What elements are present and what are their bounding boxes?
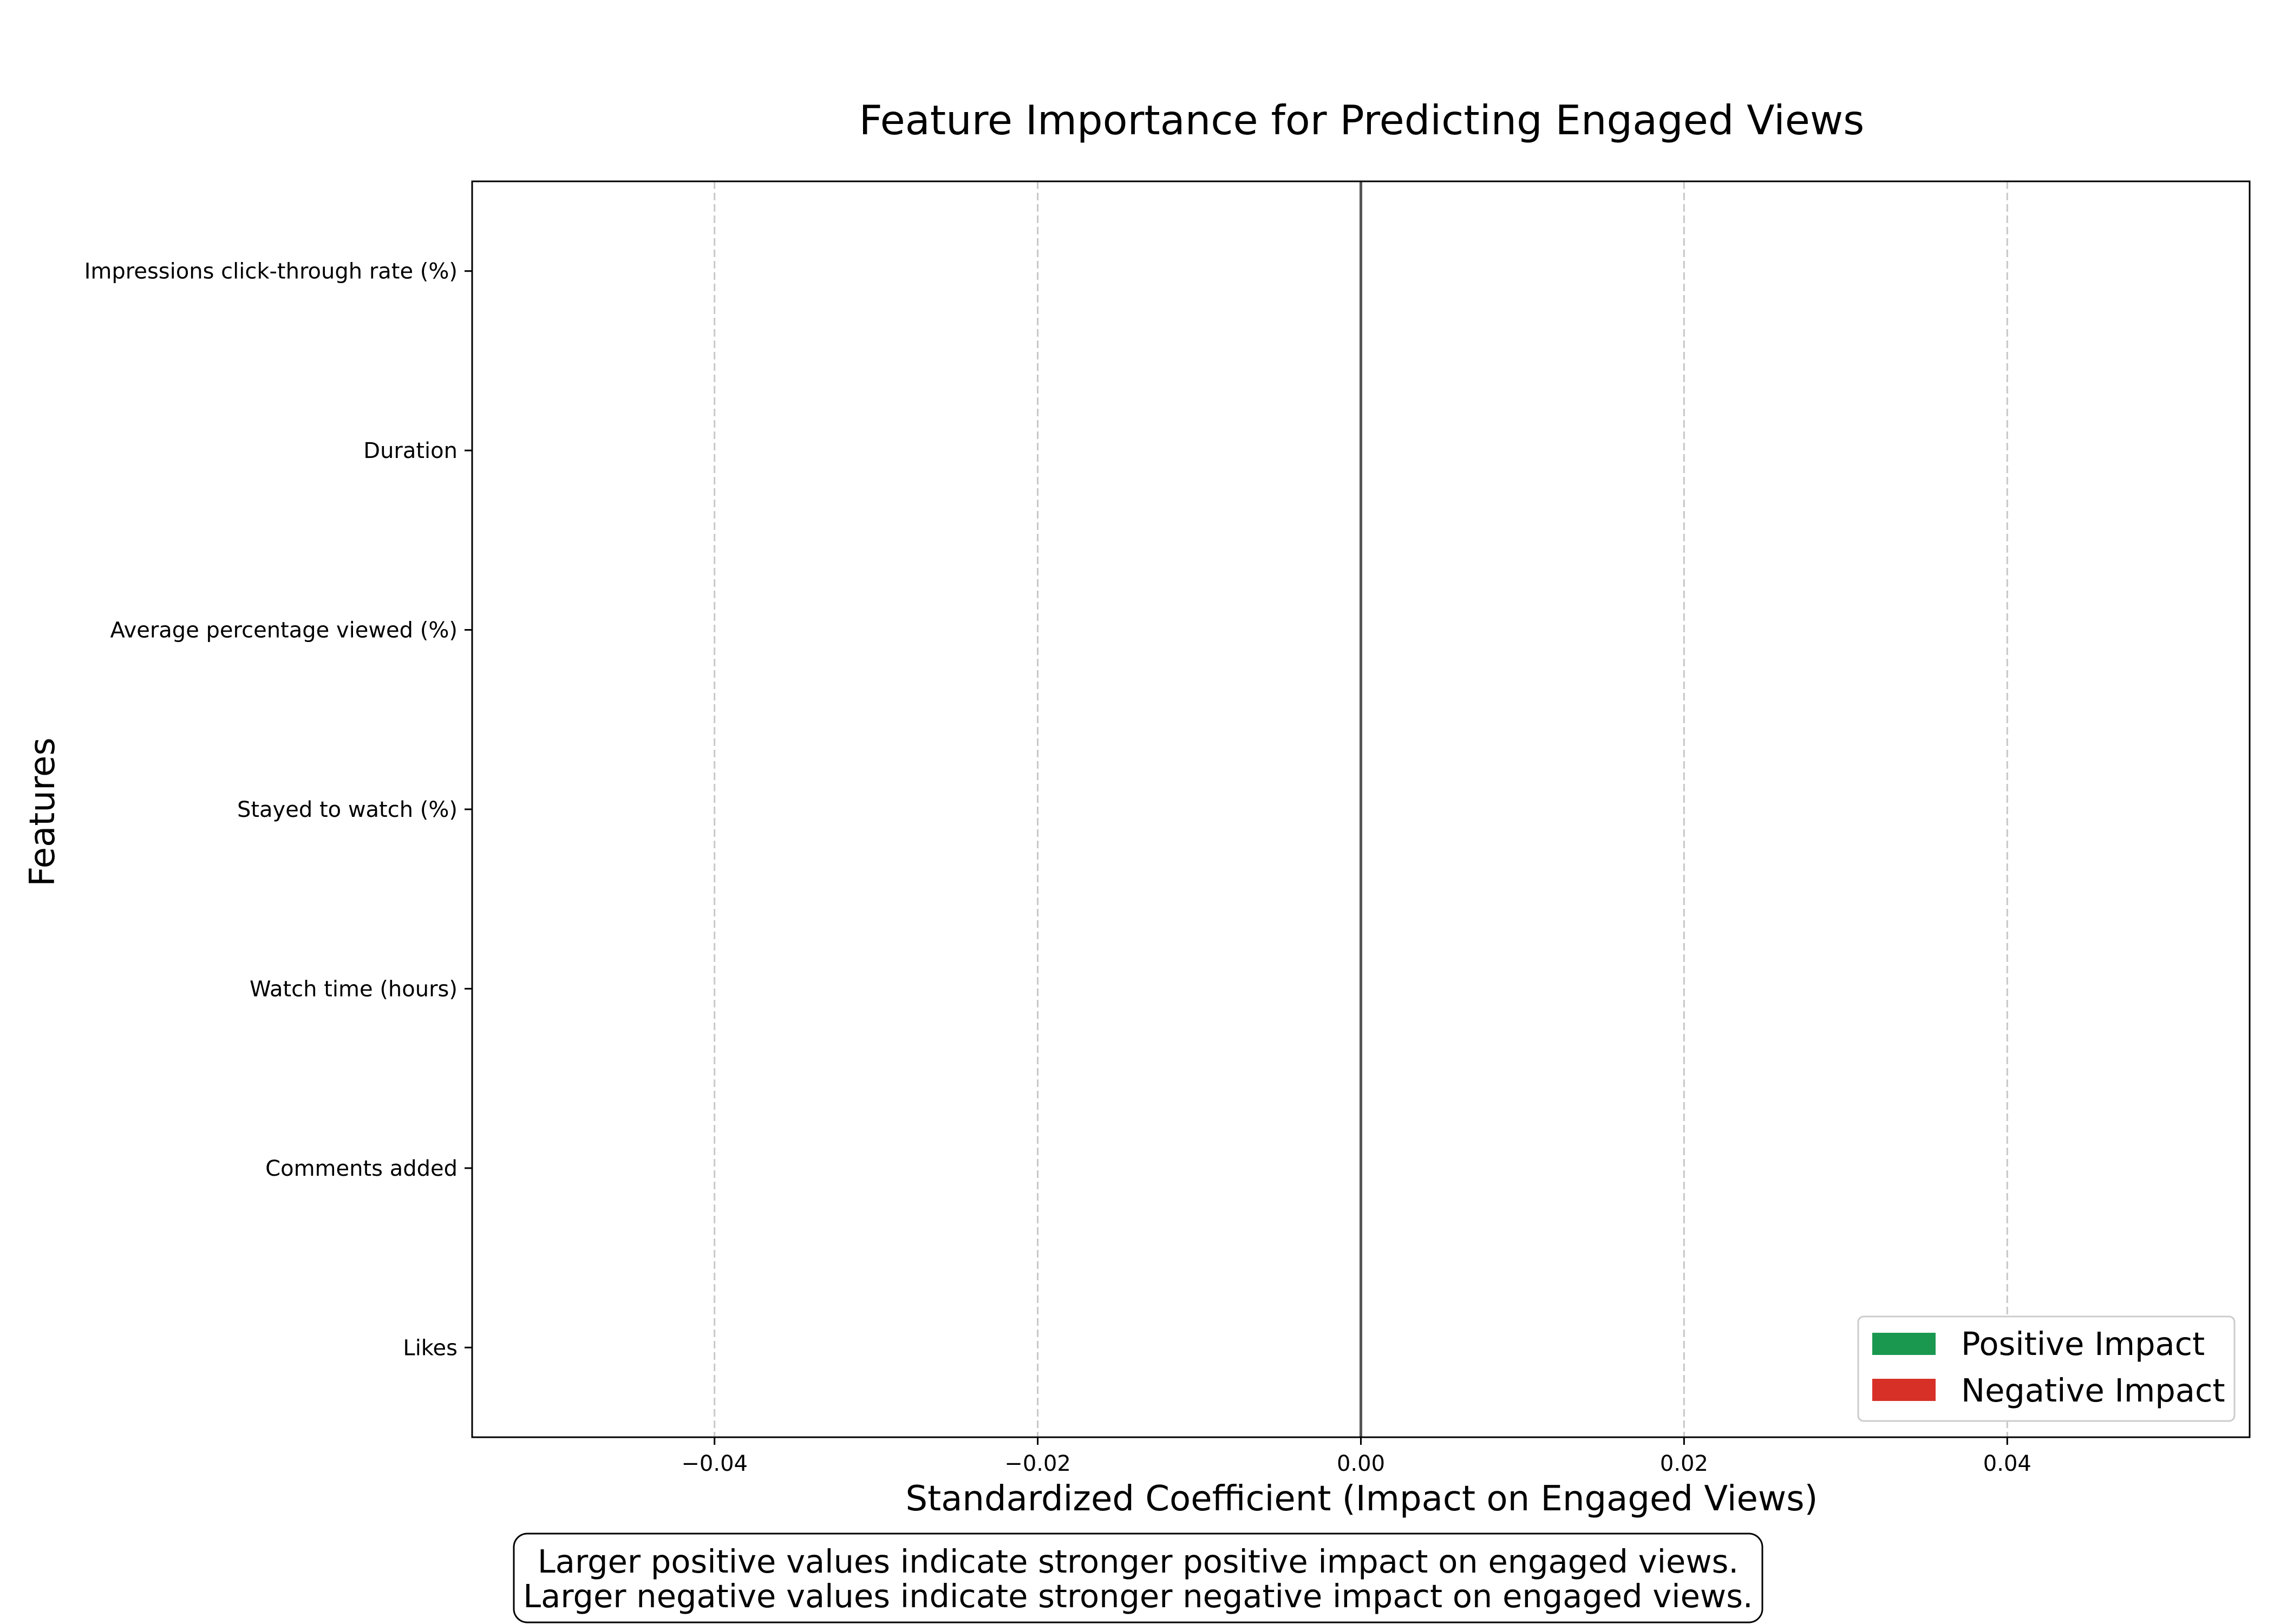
x-tick-label: −0.04 — [681, 1451, 748, 1476]
y-tick-label: Average percentage viewed (%) — [110, 618, 458, 643]
annotation-box: Larger positive values indicate stronger… — [513, 1533, 1763, 1623]
legend-label-negative: Negative Impact — [1961, 1372, 2225, 1409]
y-tick-label: Impressions click-through rate (%) — [84, 259, 458, 284]
y-tick-label: Duration — [363, 438, 458, 463]
annotation-line-1: Larger positive values indicate stronger… — [538, 1543, 1739, 1580]
chart-title: Feature Importance for Predicting Engage… — [859, 96, 1865, 144]
annotation-line-2: Larger negative values indicate stronger… — [523, 1577, 1753, 1615]
y-tick-label: Stayed to watch (%) — [237, 797, 458, 822]
x-tick-label: 0.00 — [1337, 1451, 1385, 1476]
y-tick-label: Watch time (hours) — [250, 977, 458, 1001]
legend: Positive Impact Negative Impact — [1857, 1315, 2236, 1422]
legend-box — [1857, 1315, 2236, 1422]
legend-label-positive: Positive Impact — [1961, 1325, 2205, 1363]
x-tick-label: 0.02 — [1660, 1451, 1708, 1476]
y-axis: Impressions click-through rate (%) Durati… — [84, 259, 472, 1360]
x-tick-label: 0.04 — [1983, 1451, 2031, 1476]
annotation-frame — [513, 1533, 1763, 1623]
y-tick-label: Likes — [403, 1335, 458, 1360]
legend-swatch-positive — [1872, 1333, 1936, 1355]
y-axis-label: Features — [23, 737, 63, 886]
legend-swatch-negative — [1872, 1379, 1936, 1401]
x-axis-label: Standardized Coefficient (Impact on Enga… — [905, 1479, 1818, 1519]
y-tick-label: Comments added — [265, 1156, 458, 1181]
x-axis: −0.04 −0.02 0.00 0.02 0.04 — [681, 1437, 2031, 1476]
x-tick-label: −0.02 — [1004, 1451, 1071, 1476]
